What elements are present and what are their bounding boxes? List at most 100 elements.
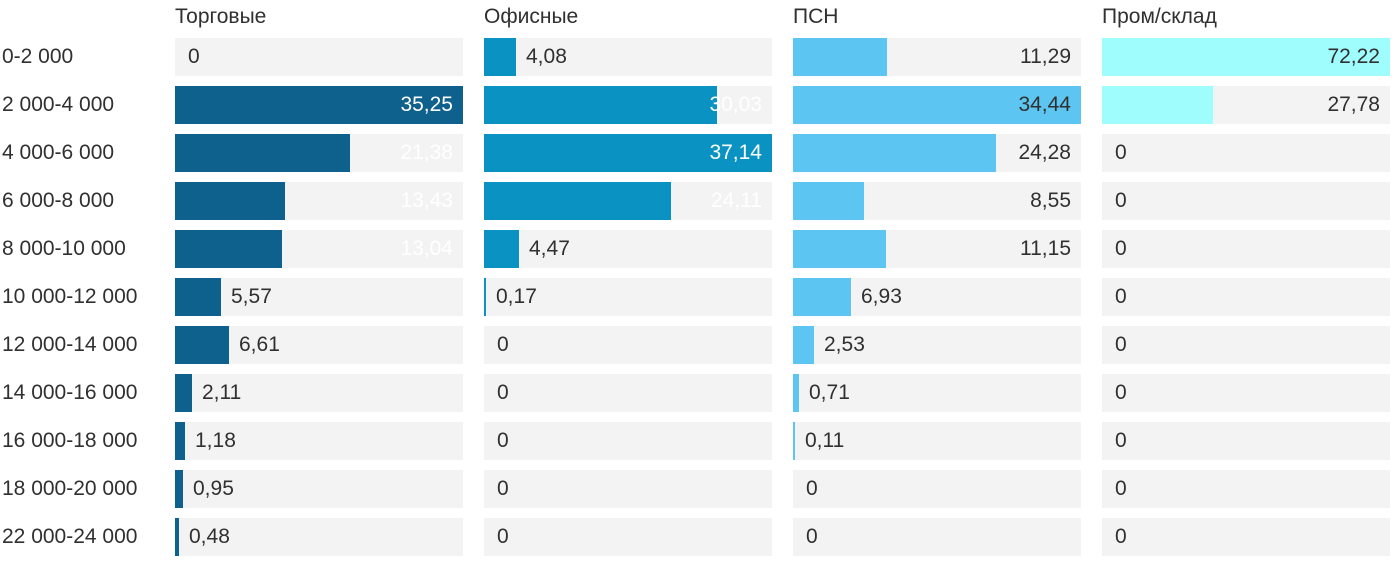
bar-track: 0 [793,518,1081,556]
bar-track: 0 [175,38,463,76]
bar-track: 6,61 [175,326,463,364]
bar-fill [484,278,486,316]
bar-value-label: 72,22 [1327,45,1380,68]
bar-value-label: 11,29 [1020,45,1071,68]
bar-fill [484,230,519,268]
bar-track: 0 [484,518,772,556]
bar-value-label: 0,48 [189,525,230,548]
bar-value-label: 0 [1115,285,1127,308]
bar-track: 34,44 [793,86,1081,124]
row-label-10: 22 000-24 000 [2,525,138,548]
bar-track: 24,11 [484,182,772,220]
bar-track: 0 [484,470,772,508]
bar-track: 11,15 [793,230,1081,268]
bar-value-label: 4,08 [526,45,567,68]
bar-value-label: 24,28 [1018,141,1071,164]
bar-fill [175,230,282,268]
bar-fill [793,422,795,460]
bar-track: 0,71 [793,374,1081,412]
bar-value-label: 0,11 [805,429,845,452]
bar-value-label: 0 [806,477,818,500]
bar-value-label: 2,11 [202,381,242,404]
row-label-3: 6 000-8 000 [2,189,115,212]
bar-track: 27,78 [1102,86,1390,124]
bar-track: 0 [1102,182,1390,220]
bar-track: 1,18 [175,422,463,460]
bar-value-label: 27,78 [1327,93,1380,116]
bar-track: 0 [484,374,772,412]
bar-fill [793,374,799,412]
bar-value-label: 2,53 [824,333,865,356]
bar-fill [1102,38,1390,76]
bar-value-label: 13,43 [400,189,453,212]
bar-fill [175,86,463,124]
bar-value-label: 30,03 [709,93,762,116]
bar-value-label: 0 [1115,141,1127,164]
row-label-8: 16 000-18 000 [2,429,138,452]
bar-fill [1102,86,1213,124]
bar-track: 6,93 [793,278,1081,316]
bar-track: 30,03 [484,86,772,124]
bar-value-label: 0 [1115,333,1127,356]
bar-fill [175,374,192,412]
bar-value-label: 0 [497,429,509,452]
bar-fill [175,326,229,364]
bar-track: 21,38 [175,134,463,172]
bar-track: 0 [1102,326,1390,364]
bar-track: 13,43 [175,182,463,220]
column-header-3: Пром/склад [1102,5,1217,28]
bar-track: 0 [1102,518,1390,556]
bar-fill [793,326,814,364]
bar-track: 0 [484,326,772,364]
bar-value-label: 35,25 [400,93,453,116]
bar-fill [175,182,285,220]
bar-value-label: 6,93 [861,285,902,308]
bar-value-label: 0,17 [496,285,537,308]
bar-track: 2,53 [793,326,1081,364]
bar-fill [793,278,851,316]
bar-fill [793,182,864,220]
bar-track: 0 [1102,470,1390,508]
row-label-4: 8 000-10 000 [2,237,126,260]
bar-fill [484,182,671,220]
bar-value-label: 0 [1115,477,1127,500]
bar-track: 0 [484,422,772,460]
bar-track: 4,08 [484,38,772,76]
column-header-1: Офисные [484,5,579,28]
column-header-2: ПСН [793,5,839,28]
bar-track: 0,95 [175,470,463,508]
bar-value-label: 0 [806,525,818,548]
bar-value-label: 0 [497,525,509,548]
bar-value-label: 0 [188,45,200,68]
bar-value-label: 13,04 [400,237,453,260]
row-label-0: 0-2 000 [2,45,74,68]
bar-value-label: 0 [1115,381,1127,404]
row-label-5: 10 000-12 000 [2,285,138,308]
bar-value-label: 0 [497,477,509,500]
row-label-1: 2 000-4 000 [2,93,115,116]
bar-value-label: 37,14 [709,141,762,164]
bar-value-label: 4,47 [529,237,570,260]
bar-track: 0 [1102,422,1390,460]
bar-value-label: 0 [497,333,509,356]
bar-value-label: 0 [497,381,509,404]
bar-fill [175,278,221,316]
bar-track: 13,04 [175,230,463,268]
bar-value-label: 6,61 [239,333,280,356]
bar-fill [175,422,185,460]
row-label-7: 14 000-16 000 [2,381,138,404]
bar-track: 0 [793,470,1081,508]
bar-value-label: 24,11 [711,189,762,212]
bar-track: 0,17 [484,278,772,316]
bar-value-label: 1,18 [195,429,236,452]
bar-value-label: 34,44 [1018,93,1071,116]
bar-fill [484,134,772,172]
bar-value-label: 0 [1115,237,1127,260]
bar-track: 24,28 [793,134,1081,172]
bar-track: 4,47 [484,230,772,268]
bar-track: 0,48 [175,518,463,556]
bar-value-label: 8,55 [1030,189,1071,212]
bar-value-label: 11,15 [1020,237,1071,260]
bar-fill [175,470,183,508]
